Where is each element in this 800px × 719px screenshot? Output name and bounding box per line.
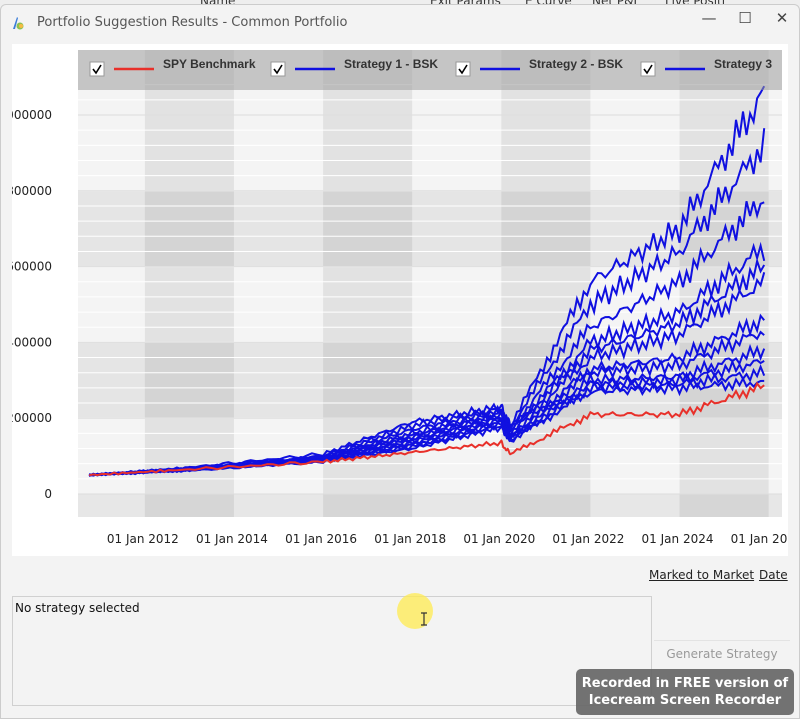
y-tick-label: 0 [44,487,52,501]
spy-benchmark-line [88,381,765,477]
grid-band-horizontal [78,190,782,267]
y-tick-label: 200000 [12,411,52,425]
checkmark-icon [273,64,283,75]
close-button[interactable]: ✕ [775,9,789,27]
watermark-line: Icecream Screen Recorder [588,693,782,708]
legend-checkbox [89,61,105,77]
legend-label: Strategy 3 [714,57,772,71]
y-tick-label: 1000000 [12,108,52,122]
grid-band-vertical [501,50,591,517]
strategy-description-box[interactable]: No strategy selected [12,596,652,706]
x-tick-label: 01 Jan 2024 [642,532,714,546]
legend-checkbox [270,61,286,77]
x-tick-label: 01 Jan 2016 [285,532,357,546]
x-tick-label: 01 Jan 2026 [731,532,788,546]
x-tick-label: 01 Jan 2020 [463,532,535,546]
recorder-watermark: Recorded in FREE version of Icecream Scre… [576,669,794,715]
ibeam-cursor-icon [421,612,427,626]
maximize-button[interactable]: ☐ [738,9,752,27]
minimize-button[interactable]: — [701,9,717,27]
checkmark-icon [643,64,653,75]
x-tick-label: 01 Jan 2012 [107,532,179,546]
grid-band-horizontal [78,494,782,517]
legend-label: Strategy 2 - BSK [529,57,623,71]
marked-to-market-link[interactable]: Marked to Market [649,568,755,582]
x-tick-label: 01 Jan 2018 [374,532,446,546]
watermark-line: Recorded in FREE version of [581,676,789,691]
grid-band-vertical [144,50,234,517]
grid-band-horizontal [78,342,782,419]
y-tick-label: 800000 [12,184,52,198]
legend-checkbox [455,61,471,77]
portfolio-chart: 0 200000 400000 600000 800000 1000000 01 Jan 2… [12,44,788,556]
legend-checkbox [640,61,656,77]
window-title: Portfolio Suggestion Results - Common Po… [37,15,348,30]
app-logo-icon [13,17,24,30]
generate-strategy-button[interactable]: Generate Strategy [654,640,790,666]
strategy-line [88,376,765,477]
checkmark-icon [458,64,468,75]
legend-bar [78,50,782,90]
cursor-highlight [397,593,433,629]
legend-label: SPY Benchmark [163,57,256,71]
x-tick-label: 01 Jan 2022 [552,532,624,546]
legend-label: Strategy 1 - BSK [344,57,438,71]
y-tick-label: 600000 [12,260,52,274]
x-tick-label: 01 Jan 2014 [196,532,268,546]
checkmark-icon [92,64,102,75]
date-link[interactable]: Date [759,568,788,582]
grid-band-vertical [679,50,769,517]
y-tick-label: 400000 [12,335,52,349]
